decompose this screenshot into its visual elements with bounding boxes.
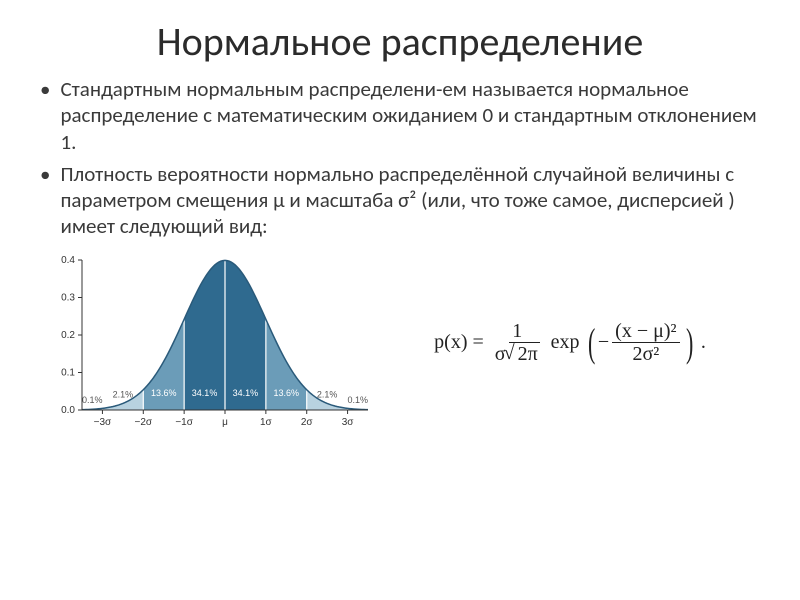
svg-text:2σ: 2σ xyxy=(301,417,314,428)
fraction-2: (x − μ)² 2σ² xyxy=(612,320,679,365)
svg-text:34.1%: 34.1% xyxy=(192,388,218,398)
bullet-text: Стандартным нормальным распределени-ем н… xyxy=(60,76,760,155)
paren-open: ( xyxy=(588,327,595,359)
frac1-den: σ2π xyxy=(492,343,543,365)
svg-text:3σ: 3σ xyxy=(342,417,355,428)
sqrt: 2π xyxy=(506,343,540,365)
bullet-item: Плотность вероятности нормально распреде… xyxy=(40,161,760,240)
svg-text:13.6%: 13.6% xyxy=(151,388,177,398)
svg-text:0.2: 0.2 xyxy=(61,330,75,341)
svg-text:0.4: 0.4 xyxy=(61,255,75,266)
exp-label: exp xyxy=(551,331,580,354)
svg-text:0.1%: 0.1% xyxy=(348,395,369,405)
bullet-item: Стандартным нормальным распределени-ем н… xyxy=(40,76,760,155)
formula-lhs: p(x) xyxy=(434,331,467,354)
svg-text:0.3: 0.3 xyxy=(61,292,75,303)
svg-text:0.1%: 0.1% xyxy=(82,395,103,405)
svg-text:−1σ: −1σ xyxy=(175,417,193,428)
svg-text:34.1%: 34.1% xyxy=(233,388,259,398)
fraction-1: 1 σ2π xyxy=(492,320,543,365)
svg-text:13.6%: 13.6% xyxy=(274,388,300,398)
svg-text:1σ: 1σ xyxy=(260,417,273,428)
normal-distribution-chart: 0.0 0.1 0.2 0.3 0.4 −3σ −2σ −1σ μ 1σ 2σ 3σ 0.1% 2.1% 1… xyxy=(40,248,380,438)
equals-sign: = xyxy=(468,331,489,354)
frac1-num: 1 xyxy=(509,320,525,343)
svg-text:−3σ: −3σ xyxy=(94,417,112,428)
frac2-num: (x − μ)² xyxy=(612,320,679,343)
minus-sign: − xyxy=(598,331,609,354)
formula-trail: . xyxy=(701,331,706,354)
svg-text:2.1%: 2.1% xyxy=(317,389,338,399)
svg-text:0.1: 0.1 xyxy=(61,367,75,378)
paren-close: ) xyxy=(685,327,692,359)
frac2-den: 2σ² xyxy=(629,343,662,365)
chart-svg: 0.0 0.1 0.2 0.3 0.4 −3σ −2σ −1σ μ 1σ 2σ 3σ 0.1% 2.1% 1… xyxy=(40,248,380,438)
bullet-text: Плотность вероятности нормально распреде… xyxy=(60,161,760,240)
page-title: Нормальное распределение xyxy=(40,20,760,64)
svg-text:−2σ: −2σ xyxy=(134,417,152,428)
svg-text:μ: μ xyxy=(222,417,228,428)
density-formula: p(x) = 1 σ2π exp ( − (x − μ)² 2σ² ) . xyxy=(380,320,760,365)
svg-text:0.0: 0.0 xyxy=(61,405,75,416)
svg-text:2.1%: 2.1% xyxy=(113,389,134,399)
bullet-list: Стандартным нормальным распределени-ем н… xyxy=(40,76,760,240)
